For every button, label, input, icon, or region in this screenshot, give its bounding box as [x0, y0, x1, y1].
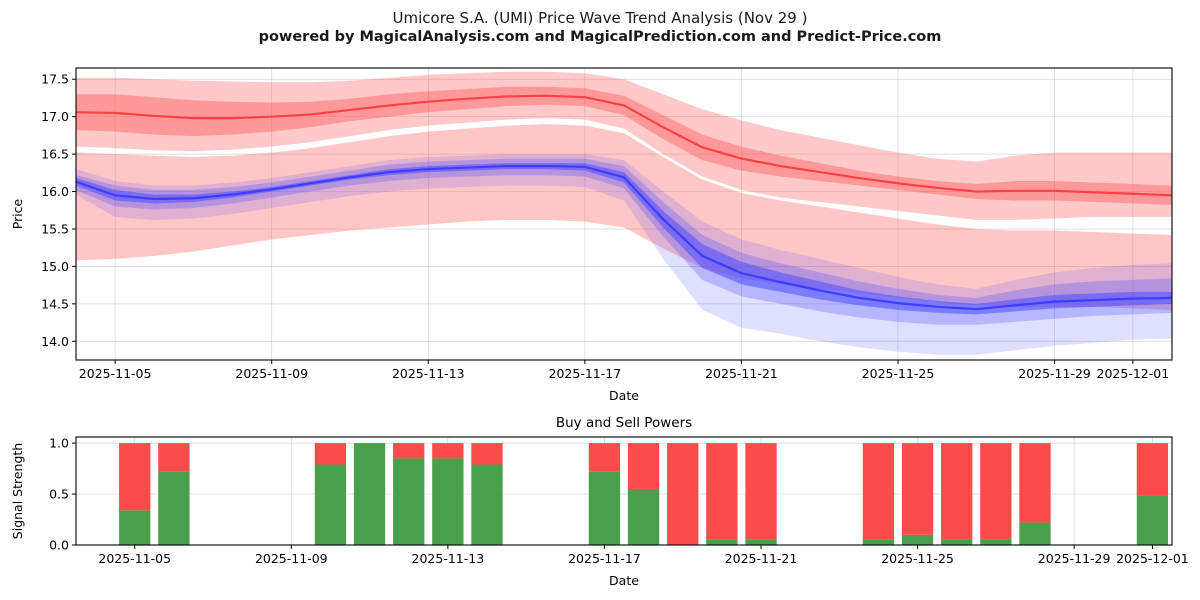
bar-sell-power — [314, 443, 347, 465]
bar-buy-power — [353, 443, 386, 545]
bar-buy-power — [432, 458, 464, 545]
price-ytick-label: 17.5 — [41, 72, 69, 87]
bars-xtick-label: 2025-12-01 — [1116, 551, 1189, 566]
bar-buy-power — [1019, 522, 1051, 545]
price-yaxis-title: Price — [10, 198, 25, 229]
bars-panel-title: Buy and Sell Powers — [556, 415, 692, 431]
price-ytick-label: 16.5 — [41, 147, 69, 162]
price-xaxis-title: Date — [609, 388, 639, 403]
price-trend-line — [75, 164, 1173, 311]
price-band-area — [76, 163, 1172, 315]
price-ytick-label: 14.5 — [41, 296, 69, 311]
bars-xtick-label: 2025-11-05 — [98, 551, 171, 566]
price-xtick-label: 2025-11-05 — [79, 366, 152, 381]
bars-ytick-label: 1.0 — [49, 436, 69, 451]
bar-sell-power — [588, 443, 621, 472]
price-band-area — [76, 158, 1172, 325]
price-ytick-label: 16.0 — [41, 184, 69, 199]
bar-buy-power — [314, 464, 347, 545]
price-band-area — [76, 86, 1172, 206]
bar-buy-power — [588, 471, 621, 545]
bar-buy-power — [119, 510, 151, 545]
price-xtick-label: 2025-12-01 — [1097, 366, 1170, 381]
price-ytick-label: 15.5 — [41, 221, 69, 236]
bar-buy-power — [941, 539, 973, 545]
price-xtick-label: 2025-11-09 — [235, 366, 308, 381]
bar-sell-power — [471, 443, 503, 465]
bars-xtick-label: 2025-11-25 — [881, 551, 954, 566]
price-chart-panel: 14.0 14.5 15.0 15.5 16.0 16.5 17.0 17.5 2025-11-… — [10, 67, 1173, 403]
bar-sell-power — [1136, 443, 1169, 496]
bar-sell-power — [941, 443, 973, 540]
bar-buy-power — [980, 539, 1012, 545]
buy-sell-panel: 0.0 0.5 1.0 2025-11-05 2025-11-09 2025-11-13 2… — [10, 415, 1189, 588]
bars-xtick-label: 2025-11-21 — [725, 551, 798, 566]
price-ytick-label: 14.0 — [41, 334, 69, 349]
price-xtick-label: 2025-11-25 — [862, 366, 935, 381]
bars-xtick-label: 2025-11-09 — [255, 551, 328, 566]
bar-sell-power — [1019, 443, 1051, 523]
bar-sell-power — [119, 443, 151, 511]
price-xtick-label: 2025-11-13 — [392, 366, 465, 381]
bar-sell-power — [432, 443, 464, 459]
price-ytick-label: 17.0 — [41, 109, 69, 124]
price-xtick-label: 2025-11-21 — [705, 366, 778, 381]
bars-ytick-label: 0.0 — [49, 538, 69, 553]
bar-sell-power — [901, 443, 934, 535]
bar-buy-power — [901, 534, 934, 545]
bar-sell-power — [980, 443, 1012, 540]
bars-ytick-label: 0.5 — [49, 487, 69, 502]
bars-xaxis-title: Date — [609, 573, 639, 588]
bar-sell-power — [706, 443, 738, 540]
bars-xtick-label: 2025-11-13 — [412, 551, 485, 566]
bar-buy-power — [706, 539, 738, 545]
bars-xtick-label: 2025-11-29 — [1038, 551, 1111, 566]
bar-buy-power — [158, 471, 190, 545]
price-band-area — [76, 124, 1172, 310]
price-xtick-label: 2025-11-29 — [1018, 366, 1091, 381]
title-block: Umicore S.A. (UMI) Price Wave Trend Anal… — [0, 0, 1200, 47]
bar-buy-power — [1136, 495, 1169, 545]
bar-sell-power — [667, 443, 699, 545]
bar-sell-power — [393, 443, 425, 459]
bar-sell-power — [745, 443, 777, 540]
bars-yaxis-title: Signal Strength — [10, 443, 25, 539]
bar-buy-power — [393, 458, 425, 545]
price-plot-border — [75, 67, 1173, 361]
bar-buy-power — [471, 464, 503, 545]
bars-plot-border — [75, 436, 1173, 546]
bar-buy-power — [862, 539, 895, 545]
price-ytick-label: 15.0 — [41, 259, 69, 274]
price-trend-line — [75, 94, 1173, 197]
bar-sell-power — [158, 443, 190, 472]
bar-sell-power — [862, 443, 895, 540]
price-xtick-label: 2025-11-17 — [549, 366, 622, 381]
page-title: Umicore S.A. (UMI) Price Wave Trend Anal… — [392, 9, 808, 27]
page-subtitle: powered by MagicalAnalysis.com and Magic… — [258, 29, 942, 45]
bars-xtick-label: 2025-11-17 — [568, 551, 641, 566]
bar-sell-power — [627, 443, 660, 489]
bar-buy-power — [745, 539, 777, 545]
bar-buy-power — [627, 488, 660, 545]
